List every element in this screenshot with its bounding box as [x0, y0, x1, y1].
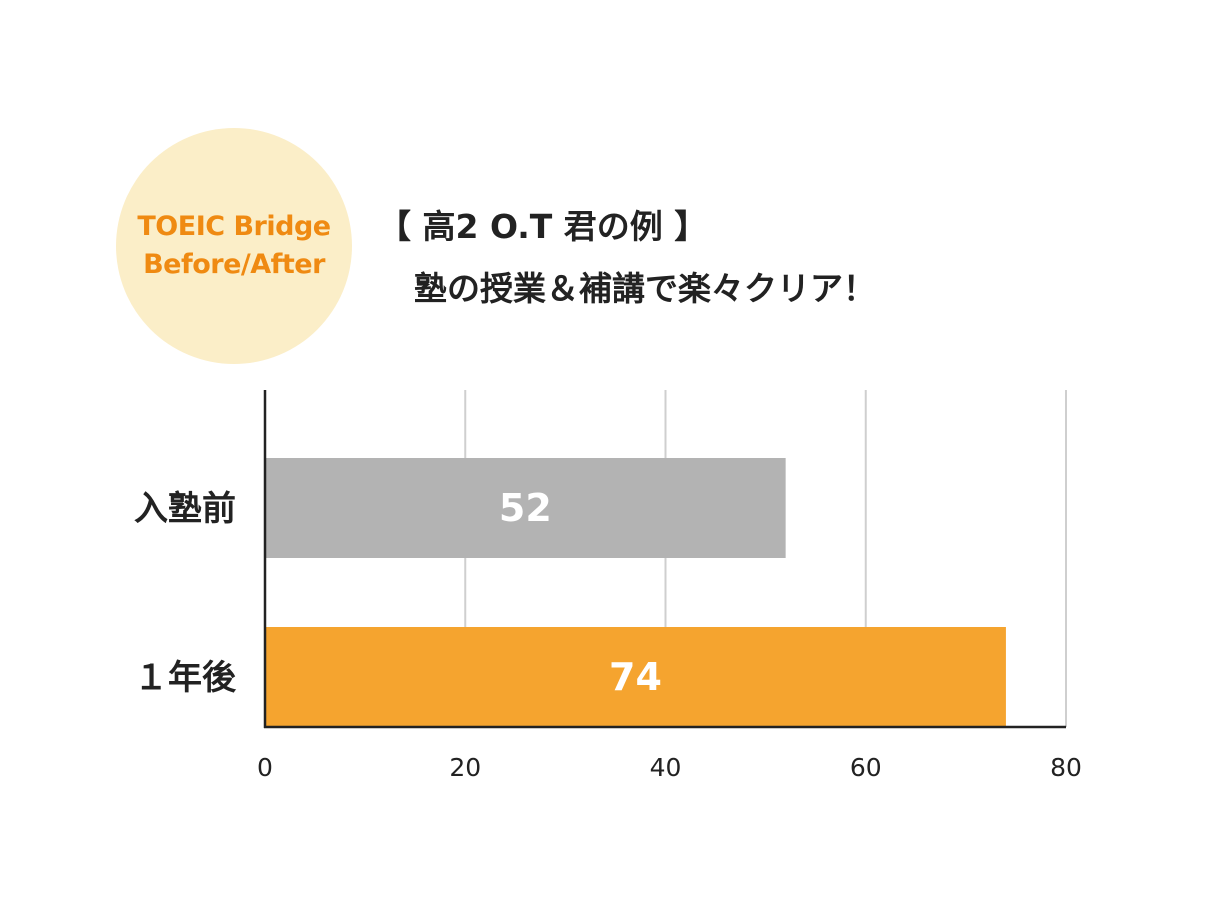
before-after-badge: TOEIC Bridge Before/After — [116, 128, 352, 364]
x-tick-label-0: 0 — [257, 753, 273, 782]
category-label-0: 入塾前 — [134, 489, 236, 529]
chart-heading: 【 高2 O.T 君の例 】 塾の授業＆補講で楽々クリア！ — [378, 196, 876, 320]
bar-0 — [265, 458, 786, 558]
data-label-1: 74 — [609, 655, 662, 699]
x-tick-label-20: 20 — [449, 753, 481, 782]
data-label-0: 52 — [499, 486, 552, 530]
category-label-1: １年後 — [134, 658, 237, 698]
heading-line-2: 塾の授業＆補講で楽々クリア！ — [414, 269, 876, 308]
heading-line-1: 【 高2 O.T 君の例 】 — [378, 207, 708, 246]
x-tick-label-40: 40 — [650, 753, 682, 782]
x-tick-label-80: 80 — [1050, 753, 1082, 782]
badge-line-1: TOEIC Bridge — [137, 211, 331, 242]
badge-line-2: Before/After — [143, 249, 325, 280]
bar-1 — [265, 627, 1006, 727]
x-tick-label-60: 60 — [850, 753, 882, 782]
